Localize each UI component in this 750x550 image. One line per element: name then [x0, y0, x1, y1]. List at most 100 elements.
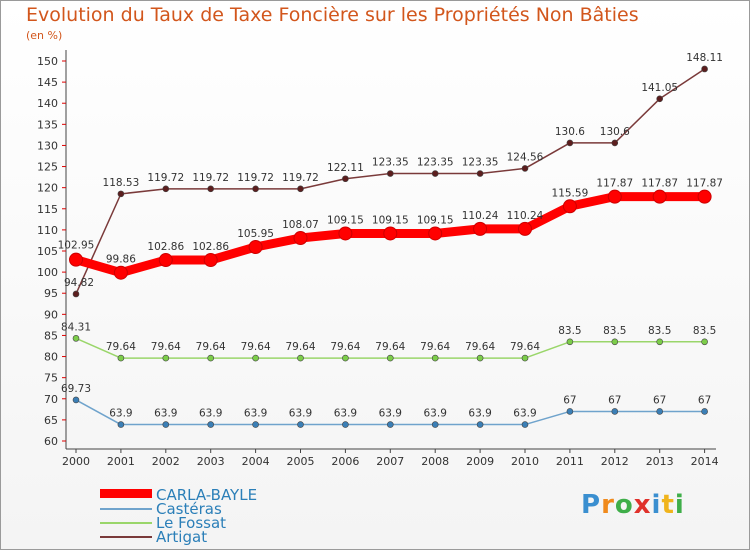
data-point-le-fossat [162, 354, 170, 362]
logo-letter: o [614, 490, 634, 520]
data-label-cast-ras: 63.9 [513, 408, 536, 420]
data-label-artigat: 119.72 [237, 172, 274, 184]
data-label-cast-ras: 63.9 [199, 408, 222, 420]
data-point-le-fossat [566, 338, 574, 346]
data-label-cast-ras: 63.9 [334, 408, 357, 420]
data-point-le-fossat [386, 354, 394, 362]
data-label-cast-ras: 63.9 [289, 408, 312, 420]
data-point-carla-bayle [69, 252, 83, 267]
y-tick-label: 140 [37, 97, 58, 110]
data-label-cast-ras: 67 [698, 394, 711, 406]
data-label-le-fossat: 79.64 [510, 341, 540, 353]
data-point-le-fossat [297, 354, 304, 362]
data-point-cast-ras [297, 421, 304, 428]
data-point-carla-bayle [697, 189, 712, 204]
data-point-cast-ras [656, 408, 664, 415]
data-label-le-fossat: 84.31 [61, 321, 91, 333]
data-label-artigat: 123.35 [462, 157, 499, 169]
y-tick-label: 150 [37, 55, 58, 68]
data-label-artigat: 141.05 [641, 82, 678, 94]
data-point-cast-ras [701, 408, 708, 415]
y-tick-label: 90 [44, 308, 58, 321]
data-point-artigat [207, 185, 214, 193]
data-point-artigat [162, 185, 170, 193]
data-label-cast-ras: 63.9 [154, 408, 177, 420]
y-tick-label: 80 [44, 351, 58, 364]
data-point-le-fossat [117, 354, 125, 362]
data-label-carla-bayle: 110.24 [462, 210, 499, 222]
data-label-cast-ras: 63.9 [109, 408, 132, 420]
data-point-artigat [72, 290, 80, 298]
x-tick-label: 2014 [691, 455, 719, 468]
data-point-carla-bayle [562, 199, 577, 214]
data-point-carla-bayle [518, 221, 532, 236]
data-point-cast-ras [162, 421, 170, 428]
data-point-cast-ras [72, 396, 80, 404]
data-label-artigat: 119.72 [282, 172, 319, 184]
data-label-le-fossat: 83.5 [693, 325, 716, 337]
data-point-carla-bayle [158, 253, 173, 268]
data-label-cast-ras: 63.9 [244, 408, 267, 420]
data-point-cast-ras [117, 421, 125, 428]
legend-label: CARLA-BAYLE [156, 486, 258, 504]
data-label-le-fossat: 79.64 [330, 341, 360, 353]
data-label-artigat: 119.72 [147, 172, 184, 184]
data-point-cast-ras [521, 421, 529, 428]
data-point-cast-ras [611, 408, 619, 415]
data-label-artigat: 122.11 [327, 162, 364, 174]
data-label-carla-bayle: 102.86 [147, 241, 184, 253]
data-point-carla-bayle [607, 189, 622, 204]
data-point-carla-bayle [428, 226, 443, 241]
data-point-le-fossat [701, 338, 708, 346]
data-label-artigat: 123.35 [417, 157, 454, 169]
data-label-carla-bayle: 117.87 [596, 178, 633, 190]
data-label-artigat: 130.6 [600, 126, 630, 138]
y-tick-label: 65 [44, 414, 58, 427]
data-point-artigat [431, 170, 439, 177]
data-point-carla-bayle [293, 231, 308, 246]
data-point-artigat [656, 95, 664, 103]
data-label-cast-ras: 67 [563, 394, 576, 406]
data-label-carla-bayle: 109.15 [417, 214, 454, 226]
legend-swatch [100, 522, 152, 524]
y-tick-label: 135 [37, 118, 58, 131]
x-tick-label: 2012 [601, 455, 629, 468]
legend-swatch [100, 508, 152, 510]
data-point-cast-ras [207, 421, 214, 428]
x-tick-label: 2004 [242, 455, 270, 468]
data-point-artigat [476, 170, 484, 177]
data-point-le-fossat [521, 354, 529, 362]
data-label-carla-bayle: 110.24 [507, 210, 544, 222]
y-axis-unit: (en %) [26, 29, 63, 42]
data-point-carla-bayle [113, 265, 128, 280]
y-tick-label: 95 [44, 287, 58, 300]
data-point-cast-ras [342, 421, 349, 428]
data-point-le-fossat [72, 335, 80, 342]
x-tick-label: 2007 [376, 455, 404, 468]
y-tick-label: 100 [37, 266, 58, 279]
data-point-artigat [297, 185, 304, 193]
data-point-le-fossat [656, 338, 664, 346]
y-tick-label: 60 [44, 435, 58, 448]
data-label-artigat: 118.53 [103, 177, 140, 189]
x-tick-label: 2005 [287, 455, 315, 468]
data-label-artigat: 148.11 [686, 52, 723, 64]
data-label-artigat: 94.82 [64, 277, 94, 289]
y-tick-label: 115 [37, 203, 58, 216]
legend-label: Le Fossat [156, 514, 227, 532]
data-label-le-fossat: 79.64 [151, 341, 181, 353]
data-label-carla-bayle: 109.15 [372, 214, 409, 226]
y-tick-label: 70 [44, 393, 58, 406]
data-point-cast-ras [252, 421, 259, 428]
data-label-artigat: 130.6 [555, 126, 585, 138]
data-point-le-fossat [207, 354, 214, 362]
data-point-le-fossat [476, 354, 484, 362]
data-label-cast-ras: 63.9 [379, 408, 402, 420]
x-tick-label: 2000 [62, 455, 90, 468]
data-label-artigat: 124.56 [507, 151, 544, 163]
legend-swatch [100, 489, 152, 498]
data-point-le-fossat [431, 354, 439, 362]
legend-label: Artigat [156, 528, 208, 546]
data-label-carla-bayle: 105.95 [237, 228, 274, 240]
data-point-artigat [521, 165, 529, 172]
